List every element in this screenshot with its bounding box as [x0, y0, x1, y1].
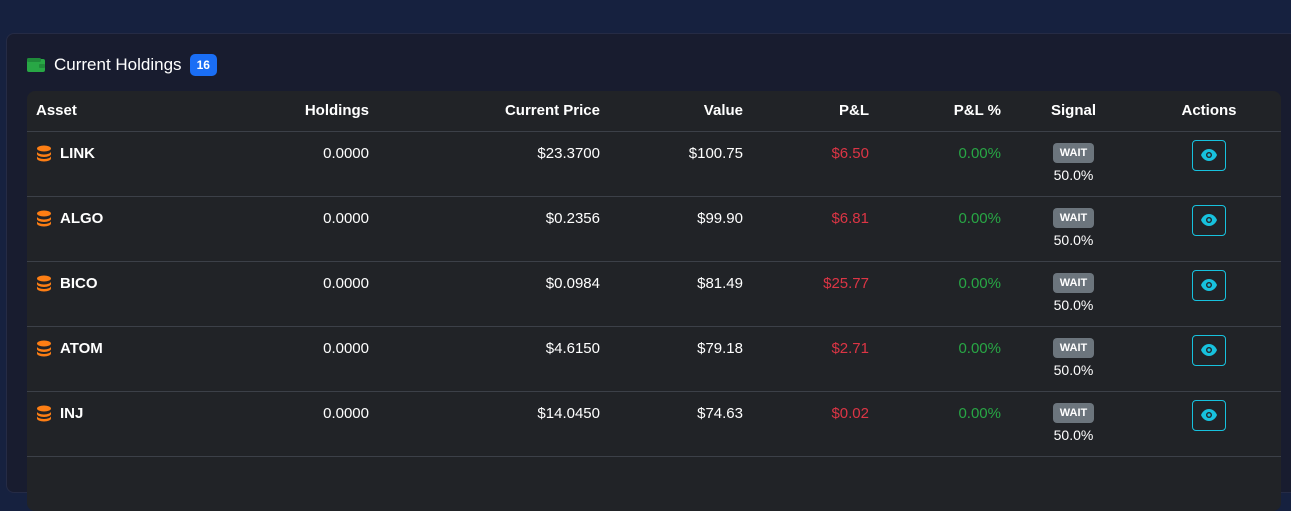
pnl-percent: 0.00% — [878, 326, 1010, 392]
signal-confidence: 50.0% — [1053, 426, 1094, 443]
column-header-holdings: Holdings — [127, 91, 378, 132]
column-header-pnl: P&L — [752, 91, 878, 132]
asset-symbol: ATOM — [60, 339, 103, 357]
signal-badge: WAIT — [1052, 207, 1095, 228]
pnl-percent: 0.00% — [878, 391, 1010, 457]
signal-confidence: 50.0% — [1053, 166, 1094, 183]
column-header-value: Value — [609, 91, 752, 132]
signal-badge: WAIT — [1052, 142, 1095, 163]
holdings-amount: 0.0000 — [127, 391, 378, 457]
view-details-button[interactable] — [1192, 399, 1226, 431]
coins-icon — [36, 275, 52, 292]
coins-icon — [36, 210, 52, 227]
asset-symbol: ALGO — [60, 209, 104, 227]
table-header-row: Asset Holdings Current Price Value P&L P… — [27, 91, 1281, 132]
pnl-percent: 0.00% — [878, 131, 1010, 197]
current-price: $23.3700 — [378, 131, 609, 197]
current-price: $0.2356 — [378, 196, 609, 262]
position-value: $81.49 — [609, 261, 752, 327]
signal-confidence: 50.0% — [1053, 361, 1094, 378]
pnl-percent: 0.00% — [878, 261, 1010, 327]
eye-icon — [1201, 409, 1217, 421]
position-value: $74.63 — [609, 391, 752, 457]
column-header-pnl-pct: P&L % — [878, 91, 1010, 132]
eye-icon — [1201, 279, 1217, 291]
holdings-count-badge: 16 — [189, 54, 217, 76]
signal-badge: WAIT — [1052, 272, 1095, 293]
coins-icon — [36, 340, 52, 357]
pnl-amount: $25.77 — [752, 261, 878, 327]
view-details-button[interactable] — [1192, 139, 1226, 171]
table-row: ATOM 0.0000 $4.6150 $79.18 $2.71 0.00% W… — [27, 326, 1281, 392]
eye-icon — [1201, 214, 1217, 226]
holdings-amount: 0.0000 — [127, 326, 378, 392]
panel-title: Current Holdings — [54, 55, 182, 74]
position-value: $100.75 — [609, 131, 752, 197]
asset-symbol: BICO — [60, 274, 98, 292]
table-row: INJ 0.0000 $14.0450 $74.63 $0.02 0.00% W… — [27, 391, 1281, 457]
table-row: LINK 0.0000 $23.3700 $100.75 $6.50 0.00%… — [27, 131, 1281, 197]
eye-icon — [1201, 344, 1217, 356]
current-price: $14.0450 — [378, 391, 609, 457]
table-row: BICO 0.0000 $0.0984 $81.49 $25.77 0.00% … — [27, 261, 1281, 327]
signal-confidence: 50.0% — [1053, 296, 1094, 313]
eye-icon — [1201, 149, 1217, 161]
signal-badge: WAIT — [1052, 402, 1095, 423]
column-header-price: Current Price — [378, 91, 609, 132]
column-header-actions: Actions — [1137, 91, 1281, 132]
coins-icon — [36, 405, 52, 422]
current-price: $4.6150 — [378, 326, 609, 392]
pnl-amount: $6.81 — [752, 196, 878, 262]
pnl-amount: $0.02 — [752, 391, 878, 457]
view-details-button[interactable] — [1192, 334, 1226, 366]
asset-symbol: LINK — [60, 144, 95, 162]
coins-icon — [36, 145, 52, 162]
column-header-asset: Asset — [27, 91, 127, 132]
view-details-button[interactable] — [1192, 269, 1226, 301]
panel-header: Current Holdings 16 — [27, 54, 217, 76]
position-value: $79.18 — [609, 326, 752, 392]
asset-symbol: INJ — [60, 404, 84, 422]
holdings-amount: 0.0000 — [127, 196, 378, 262]
current-price: $0.0984 — [378, 261, 609, 327]
signal-confidence: 50.0% — [1053, 231, 1094, 248]
pnl-amount: $2.71 — [752, 326, 878, 392]
wallet-icon — [27, 58, 45, 72]
holdings-amount: 0.0000 — [127, 131, 378, 197]
position-value: $99.90 — [609, 196, 752, 262]
view-details-button[interactable] — [1192, 204, 1226, 236]
pnl-amount: $6.50 — [752, 131, 878, 197]
holdings-table: Asset Holdings Current Price Value P&L P… — [27, 91, 1281, 457]
pnl-percent: 0.00% — [878, 196, 1010, 262]
holdings-table-container: Asset Holdings Current Price Value P&L P… — [27, 91, 1281, 511]
table-row: ALGO 0.0000 $0.2356 $99.90 $6.81 0.00% W… — [27, 196, 1281, 262]
signal-badge: WAIT — [1052, 337, 1095, 358]
column-header-signal: Signal — [1010, 91, 1137, 132]
holdings-panel: Current Holdings 16 Asset Holdings Curre… — [6, 33, 1291, 511]
holdings-amount: 0.0000 — [127, 261, 378, 327]
